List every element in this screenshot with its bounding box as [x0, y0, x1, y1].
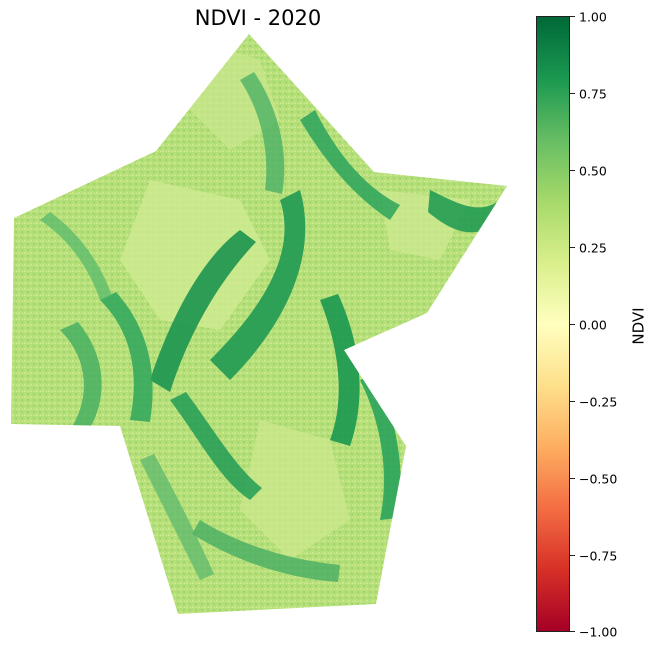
- colorbar-tick: [570, 324, 575, 325]
- colorbar-tick-label: 0.25: [579, 240, 607, 256]
- map-title: NDVI - 2020: [194, 6, 322, 30]
- colorbar-tick-label: 0.00: [579, 317, 607, 333]
- colorbar-tick: [570, 555, 575, 556]
- colorbar-tick-label: −0.25: [579, 394, 618, 410]
- colorbar-tick: [570, 478, 575, 479]
- colorbar-tick: [570, 170, 575, 171]
- colorbar-tick-label: 0.50: [579, 163, 607, 179]
- colorbar-tick-label: 1.00: [579, 9, 607, 25]
- colorbar-tick: [570, 16, 575, 17]
- colorbar-tick: [570, 247, 575, 248]
- colorbar-tick-label: −1.00: [579, 624, 618, 640]
- colorbar: [536, 16, 570, 632]
- colorbar-tick-label: −0.50: [579, 471, 618, 487]
- colorbar-tick: [570, 93, 575, 94]
- colorbar-label: NDVI: [629, 307, 648, 345]
- study-area: [11, 34, 507, 614]
- colorbar-tick-label: 0.75: [579, 86, 607, 102]
- colorbar-tick: [570, 631, 575, 632]
- colorbar-tick: [570, 401, 575, 402]
- colorbar-tick-label: −0.75: [579, 548, 618, 564]
